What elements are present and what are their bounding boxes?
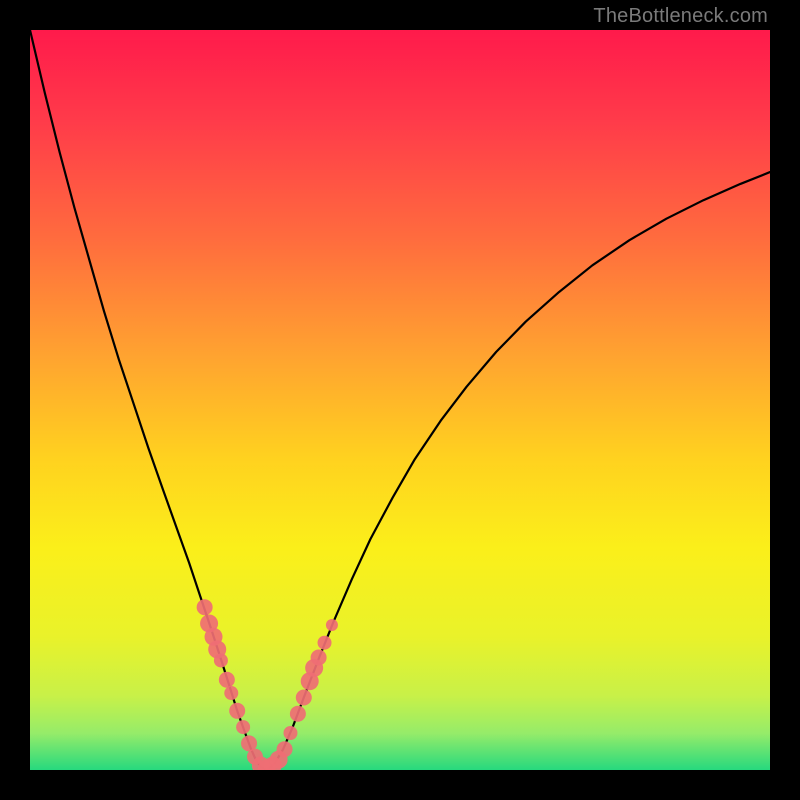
scatter-dot	[290, 706, 306, 722]
scatter-dot	[296, 689, 312, 705]
watermark-label: TheBottleneck.com	[593, 5, 768, 28]
scatter-dot	[311, 650, 327, 666]
scatter-dot	[236, 720, 250, 734]
scatter-dot	[214, 653, 228, 667]
scatter-dot	[283, 726, 297, 740]
scatter-points	[30, 30, 770, 770]
scatter-dot	[326, 619, 338, 631]
scatter-dot	[318, 636, 332, 650]
scatter-dot	[229, 703, 245, 719]
chart-stage: TheBottleneck.com	[0, 0, 800, 800]
scatter-dot	[277, 741, 293, 757]
scatter-dot	[224, 686, 238, 700]
plot-area	[30, 30, 770, 770]
scatter-dot	[219, 672, 235, 688]
scatter-dot	[197, 599, 213, 615]
